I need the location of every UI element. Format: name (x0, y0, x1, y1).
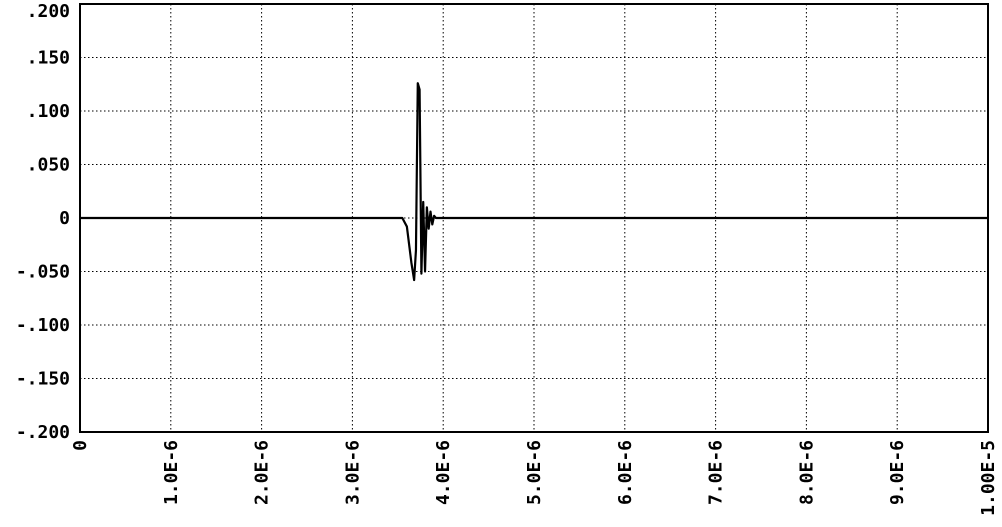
y-tick-label: -.200 (16, 422, 70, 443)
y-tick-labels: .200 .150 .100 .050 0 -.050 -.100 -.150 -.200 (16, 1, 70, 443)
x-tick-label: 0 (70, 440, 91, 451)
x-tick-label: 7.0E-6 (706, 440, 727, 505)
x-tick-label: 9.0E-6 (887, 440, 908, 505)
x-tick-label: 6.0E-6 (615, 440, 636, 505)
x-tick-label: 1.0E-6 (161, 440, 182, 505)
y-tick-label: .150 (27, 48, 70, 69)
y-tick-label: 0 (59, 208, 70, 229)
x-tick-label: 2.0E-6 (252, 440, 273, 505)
y-tick-label: .050 (27, 155, 70, 176)
y-tick-label: -.050 (16, 262, 70, 283)
x-tick-label: 8.0E-6 (796, 440, 817, 505)
x-tick-labels: 0 1.0E-6 2.0E-6 3.0E-6 4.0E-6 5.0E-6 6.0E-6 7.0… (70, 440, 999, 516)
x-tick-label: 4.0E-6 (433, 440, 454, 505)
x-tick-label: 5.0E-6 (524, 440, 545, 505)
y-tick-label: -.150 (16, 369, 70, 390)
y-tick-label: -.100 (16, 315, 70, 336)
x-tick-label: 3.0E-6 (342, 440, 363, 505)
series-line (80, 82, 988, 282)
series-layer (80, 82, 988, 282)
y-tick-label: .100 (27, 101, 70, 122)
y-tick-label: .200 (27, 1, 70, 22)
x-tick-label: 1.00E-5 (978, 440, 999, 516)
